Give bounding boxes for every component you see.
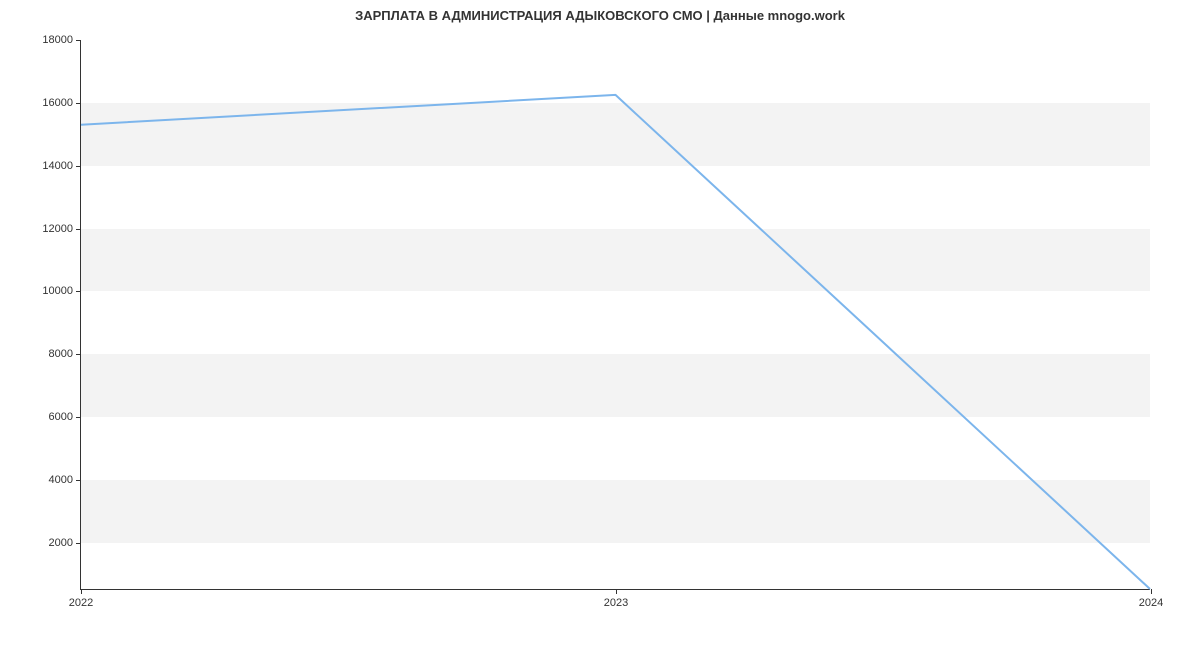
chart-line-layer — [81, 40, 1150, 589]
y-tick-mark — [76, 354, 81, 355]
y-tick-mark — [76, 543, 81, 544]
y-tick-label: 8000 — [49, 348, 73, 360]
y-tick-mark — [76, 417, 81, 418]
y-tick-label: 12000 — [42, 223, 73, 235]
chart-title: ЗАРПЛАТА В АДМИНИСТРАЦИЯ АДЫКОВСКОГО СМО… — [0, 8, 1200, 23]
y-tick-mark — [76, 103, 81, 104]
y-tick-label: 16000 — [42, 97, 73, 109]
y-tick-label: 2000 — [49, 537, 73, 549]
y-tick-mark — [76, 40, 81, 41]
y-tick-mark — [76, 291, 81, 292]
x-tick-mark — [1151, 589, 1152, 594]
y-tick-label: 14000 — [42, 160, 73, 172]
x-tick-mark — [616, 589, 617, 594]
x-tick-mark — [81, 589, 82, 594]
y-tick-mark — [76, 229, 81, 230]
y-tick-label: 10000 — [42, 285, 73, 297]
series-line-salary — [81, 95, 1150, 589]
y-tick-label: 4000 — [49, 474, 73, 486]
y-tick-label: 18000 — [42, 34, 73, 46]
y-tick-mark — [76, 480, 81, 481]
plot-area: 2000400060008000100001200014000160001800… — [80, 40, 1150, 590]
x-tick-label: 2023 — [604, 597, 628, 609]
x-tick-label: 2022 — [69, 597, 93, 609]
y-tick-label: 6000 — [49, 411, 73, 423]
y-tick-mark — [76, 166, 81, 167]
x-tick-label: 2024 — [1139, 597, 1163, 609]
